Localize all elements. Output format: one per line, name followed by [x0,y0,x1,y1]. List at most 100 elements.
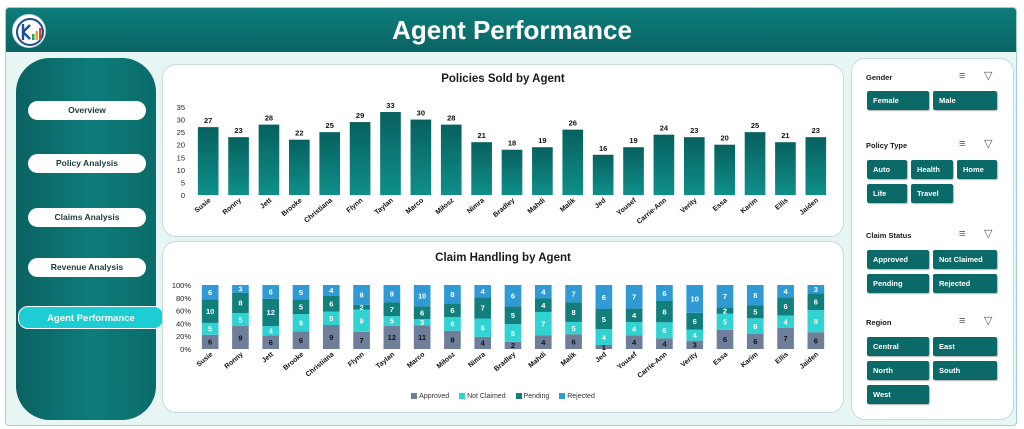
stacked-bar-segment [565,321,582,335]
stacked-bar-segment [201,285,219,300]
stacked-bar-segment [413,306,431,320]
segment-data-label: 6 [511,291,515,300]
stacked-bar-segment [262,326,280,336]
x-tick-label: Ellis [774,351,790,366]
segment-data-label: 4 [541,288,546,297]
slicer-item-home[interactable]: Home [957,160,997,179]
policies-chart: 0 5 10 15 20 25 30 35 27 Susie 23 Ronny 28 Jett 22 Broo… [177,101,827,226]
bar [744,132,766,195]
stacked-bar-segment [746,285,764,306]
multi-select-icon[interactable]: ≡ [959,315,966,327]
multi-select-icon[interactable]: ≡ [959,228,966,240]
clear-filter-icon[interactable]: ▽ [984,228,993,240]
slicer-item-auto[interactable]: Auto [867,160,907,179]
segment-data-label: 6 [814,297,818,306]
logo-mark-icon [16,18,44,46]
stacked-bar-segment [262,335,280,349]
segment-data-label: 8 [359,291,363,300]
nav-claims-analysis-button[interactable]: Claims Analysis [28,208,146,227]
stacked-bar-segment [504,341,522,349]
x-tick-label: Susie [194,197,213,214]
policy-type-slicer-title: Policy Type [866,141,908,150]
nav-policy-analysis-button[interactable]: Policy Analysis [28,154,146,173]
segment-data-label: 9 [390,290,394,299]
nav-revenue-analysis-button[interactable]: Revenue Analysis [28,258,146,277]
bar [653,134,675,195]
slicer-item-east[interactable]: East [933,337,997,356]
x-tick-label: Karim [740,197,760,215]
slicer-item-central[interactable]: Central [867,337,929,356]
x-tick-label: Carrie-Ann [636,351,668,380]
stacked-bar-segment [686,340,704,349]
stacked-bar-segment [413,285,431,307]
slicer-item-pending[interactable]: Pending [867,274,929,293]
y-tick-label: 40% [176,319,191,328]
slicer-item-female[interactable]: Female [867,91,929,110]
stacked-bar-segment [807,332,825,349]
segment-data-label: 6 [602,293,606,302]
slicer-item-male[interactable]: Male [933,91,997,110]
stacked-bar-segment [656,322,673,339]
multi-select-icon[interactable]: ≡ [959,70,966,82]
segment-data-label: 3 [238,285,242,294]
stacked-bar-segment [534,298,552,312]
segment-data-label: 6 [299,319,303,328]
stacked-bar-segment [565,334,582,349]
segment-data-label: 4 [662,339,667,348]
stacked-bar-segment [413,319,431,326]
x-tick-label: Bradley [493,351,517,373]
stacked-bar-segment [625,335,643,349]
segment-data-label: 4 [481,339,486,348]
segment-data-label: 2 [511,341,515,350]
slicer-item-rejected[interactable]: Rejected [933,274,997,293]
nav-agent-performance-button[interactable]: Agent Performance [18,306,164,329]
clear-filter-icon[interactable]: ▽ [984,70,993,82]
segment-data-label: 6 [571,337,575,346]
bar [258,124,280,195]
segment-data-label: 4 [329,286,334,295]
stacked-bar-segment [444,303,461,317]
segment-data-label: 6 [723,335,727,344]
slicer-item-travel[interactable]: Travel [911,184,953,203]
segment-data-label: 11 [418,333,426,342]
bar [471,142,492,195]
slicer-item-south[interactable]: South [933,361,997,380]
x-tick-label: Mahdi [528,351,548,369]
segment-data-label: 12 [388,333,396,342]
segment-data-label: 5 [723,318,727,327]
slicer-item-life[interactable]: Life [867,184,907,203]
y-tick-label: 5 [181,178,185,187]
slicer-item-north[interactable]: North [867,361,929,380]
segment-data-label: 2 [359,303,363,312]
segment-data-label: 9 [359,316,363,325]
segment-data-label: 5 [299,288,303,297]
x-tick-label: Mahdi [527,197,547,215]
y-tick-label: 20% [176,332,191,341]
stacked-bar-segment [716,313,734,330]
segment-data-label: 8 [238,299,242,308]
bar [319,132,341,195]
x-tick-label: Essa [712,197,729,213]
slicer-item-west[interactable]: West [867,385,929,404]
nav-overview-button[interactable]: Overview [28,101,146,120]
bar [380,112,401,195]
claim-status-slicer-title: Claim Status [866,231,912,240]
bar-data-label: 23 [812,126,820,135]
segment-data-label: 6 [208,288,212,297]
stacked-bar-segment [777,315,794,328]
x-tick-label: Marco [406,351,426,370]
multi-select-icon[interactable]: ≡ [959,138,966,150]
slicer-item-approved[interactable]: Approved [867,250,929,269]
stacked-bar-segment [232,292,249,314]
slicer-item-health[interactable]: Health [911,160,953,179]
x-tick-label: Jett [261,351,276,365]
x-tick-label: Yousef [616,197,638,217]
slicer-item-not-claimed[interactable]: Not Claimed [933,250,997,269]
stacked-bar-segment [474,297,492,319]
y-tick-label: 35 [177,103,185,112]
stacked-bar-segment [444,330,461,349]
clear-filter-icon[interactable]: ▽ [984,138,993,150]
segment-data-label: 6 [662,326,666,335]
bar-data-label: 18 [508,139,516,148]
clear-filter-icon[interactable]: ▽ [984,315,993,327]
